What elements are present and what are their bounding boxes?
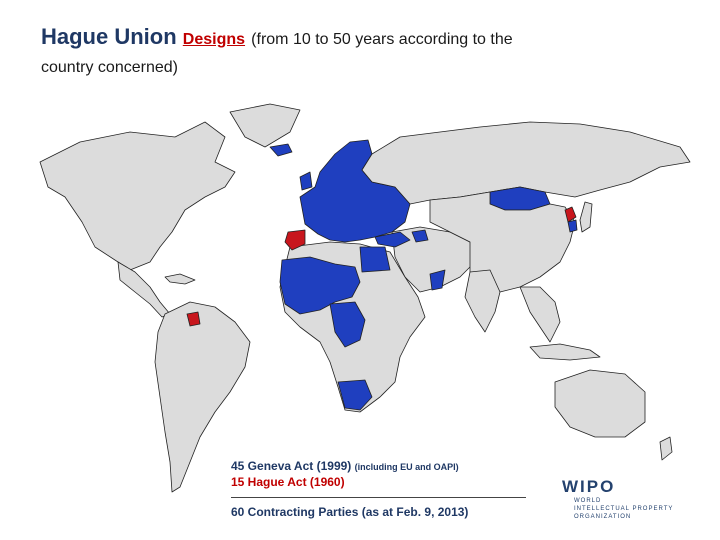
title-line-2: country concerned) <box>41 59 178 76</box>
map-uk <box>299 171 313 191</box>
map-oapi-west-africa <box>279 256 361 315</box>
map-russia <box>361 121 691 205</box>
map-korea-north <box>564 206 577 223</box>
wipo-logo-sub-2: INTELLECTUAL PROPERTY <box>574 506 674 512</box>
legend-hague: 15 Hague Act (1960) <box>231 475 345 489</box>
legend-geneva-count: 45 Geneva Act (1999) <box>231 459 352 473</box>
map-asia <box>429 191 576 293</box>
map-caribbean <box>164 273 196 285</box>
legend-geneva-note: (including EU and OAPI) <box>354 462 459 472</box>
map-central-america <box>117 261 171 318</box>
map-egypt <box>359 246 391 273</box>
map-turkey <box>374 231 411 248</box>
map-middle-east <box>391 226 476 293</box>
map-korea-south <box>567 219 578 233</box>
title-main: Hague Union <box>41 24 177 49</box>
world-map <box>39 103 691 493</box>
map-suriname <box>186 311 201 327</box>
map-indonesia <box>529 343 601 361</box>
wipo-logo-sub-3: ORGANIZATION <box>574 514 632 520</box>
map-oman <box>429 269 446 291</box>
designs-link[interactable]: Designs <box>182 31 246 48</box>
map-botswana-namibia <box>337 379 373 411</box>
map-georgia-armenia <box>411 229 429 243</box>
map-south-america <box>154 301 251 493</box>
map-central-africa <box>329 301 366 348</box>
map-southeast-asia <box>519 286 561 343</box>
map-legend: 45 Geneva Act (1999) (including EU and O… <box>231 459 531 519</box>
wipo-logo-name: WIPO <box>562 477 616 496</box>
title-block: Hague Union Designs (from 10 to 50 years… <box>41 24 701 79</box>
title-rest: (from 10 to 50 years according to the <box>251 31 513 48</box>
map-india <box>464 269 501 333</box>
map-australia <box>554 369 646 438</box>
wipo-logo-sub-1: WORLD <box>574 498 602 504</box>
legend-divider <box>231 497 526 498</box>
map-morocco <box>284 229 306 251</box>
map-japan <box>579 201 593 233</box>
map-iceland <box>269 143 293 157</box>
map-new-zealand <box>659 436 673 461</box>
legend-geneva: 45 Geneva Act (1999) (including EU and O… <box>231 459 531 473</box>
map-north-america <box>39 121 236 271</box>
map-greenland <box>229 103 301 148</box>
wipo-logo: WIPO WORLD INTELLECTUAL PROPERTY ORGANIZ… <box>562 477 692 521</box>
legend-total: 60 Contracting Parties (as at Feb. 9, 20… <box>231 505 469 519</box>
title-line-1: Hague Union Designs (from 10 to 50 years… <box>41 24 701 53</box>
